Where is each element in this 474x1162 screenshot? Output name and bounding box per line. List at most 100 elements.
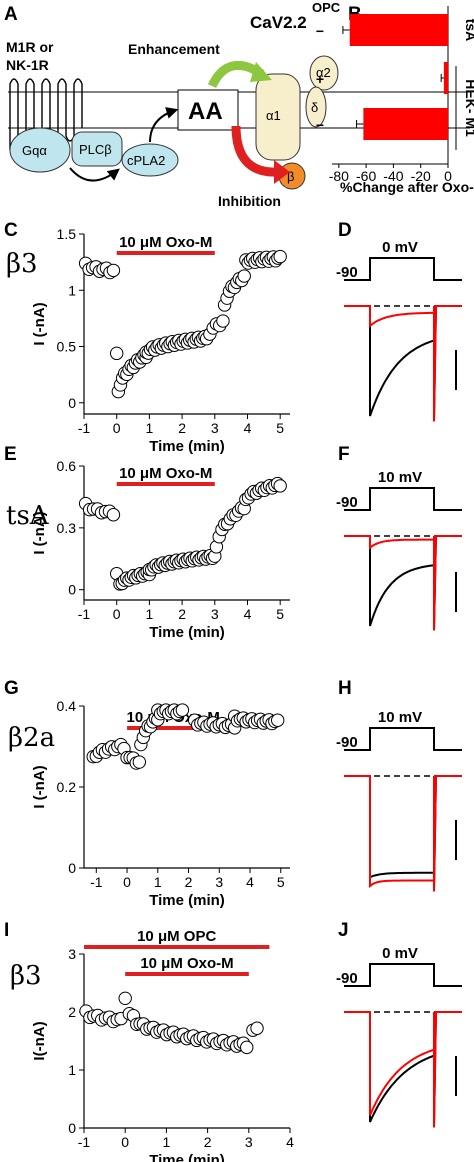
bar-row-label: − [316,23,324,39]
panel-letter-e: E [4,444,17,465]
gq-alpha-label: Gqα [22,143,47,158]
data-point [106,508,121,522]
x-axis-title: Time (min) [149,892,225,909]
panel-h-current-traces: H -90 10 mV [336,678,462,892]
bar [349,14,448,46]
x-tick-label: 4 [244,606,252,622]
x-tick-label: 2 [185,874,193,890]
panel-letter-d: D [338,220,352,241]
y-tick-label: 0 [68,1120,76,1136]
drug-label: 10 μM Oxo-M [140,955,233,972]
y-tick-label: 1 [68,1062,76,1078]
bar-x-tick-label: -80 [329,168,349,184]
y-tick-label: 1 [68,282,76,298]
control-current-trace [344,535,462,631]
x-tick-label: 2 [178,606,186,622]
panel-letter-i: I [4,920,9,941]
plc-beta-shape [71,131,123,167]
panel-letter-a: A [4,4,18,25]
y-tick-label: 2 [68,1004,76,1020]
panel-c-subunit-label: β3 [6,249,38,279]
arrow-cpla2-to-aa [149,107,179,143]
receptor-label-2: NK-1R [6,57,49,73]
step-potential-label: 0 mV [382,239,418,256]
x-tick-label: -1 [90,874,103,890]
voltage-protocol [344,257,462,281]
data-point [273,249,287,264]
inhibition-arrow [231,125,279,177]
bar-x-tick-label: -40 [383,168,403,184]
alpha2-subunit-shape [309,55,339,91]
y-tick-label: 0 [68,860,76,876]
alpha1-label: α1 [266,108,281,123]
enhancement-arrowhead [250,62,272,82]
control-current-trace [344,305,462,422]
y-axis-title: I (-nA) [31,765,48,808]
bar-row-label: + [316,71,324,87]
x-tick-label: 0 [123,874,131,890]
data-point [132,755,147,769]
cpla2-shape [121,143,179,177]
y-tick-label: 0 [68,395,76,411]
x-tick-label: 1 [163,1134,171,1150]
drug-label: 10 μM Oxo-M [119,465,212,482]
x-tick-label: 4 [246,874,254,890]
data-point [271,713,285,727]
bar-row-label: − [316,117,324,133]
y-tick-label: 0.4 [57,698,77,714]
x-tick-label: 5 [276,420,284,436]
drug-label: 10 μM Oxo-M [119,234,212,251]
alpha1-subunit-shape [255,73,301,161]
opc-header: OPC [312,0,341,15]
bar [443,62,448,94]
step-potential-label: 10 mV [378,709,422,726]
oxo-m-current-trace [344,1011,462,1128]
drug-label: 10 μM OPC [137,928,216,945]
bar [363,108,448,140]
alpha2-label: α2 [316,65,331,80]
y-axis-title: I (-nA) [31,511,48,554]
aa-label: AA [188,98,223,125]
bar-x-tick-label: -20 [411,168,431,184]
channel-title: CaV2.2 [250,13,307,32]
oxo-m-current-trace [344,535,462,631]
holding-potential-label: -90 [336,264,358,281]
x-axis-title: Time (min) [149,438,225,455]
delta-label: δ [311,100,318,115]
panel-letter-f: F [338,444,350,465]
data-point [216,314,230,328]
y-axis-title: I(-nA) [31,1021,48,1060]
data-point [237,269,251,283]
inhibition-arrowhead [274,160,290,184]
x-tick-label: 2 [204,1134,212,1150]
voltage-protocol [344,727,462,751]
x-tick-label: 3 [211,420,219,436]
y-tick-label: 0.2 [57,779,77,795]
panel-i-subunit-label: β3 [10,961,42,991]
panel-g-subunit-label: β2a [8,723,55,753]
x-tick-label: 1 [154,874,162,890]
holding-potential-label: -90 [336,970,358,987]
panel-letter-c: C [4,220,18,241]
bar-group-label-tsa: tsA [463,19,474,42]
holding-potential-label: -90 [336,734,358,751]
x-tick-label: 3 [211,606,219,622]
x-tick-label: 5 [276,606,284,622]
panel-letter-h: H [338,678,352,699]
x-tick-label: 1 [145,606,153,622]
bar-x-axis-title: %Change after Oxo-M [340,179,474,195]
step-potential-label: 10 mV [378,469,422,486]
delta-subunit-shape [305,86,327,128]
oxo-m-current-trace [344,305,462,422]
y-tick-label: 3 [68,946,76,962]
aa-box [177,89,239,131]
arrow-plc-to-cpla2 [69,167,120,182]
panel-b-bar-chart: B OPC %Change after Oxo-M -80-60-40-200−… [312,0,474,195]
x-tick-label: 3 [245,1134,253,1150]
x-tick-label: 0 [113,420,121,436]
x-tick-label: 0 [121,1134,129,1150]
cpla2-label: cPLA2 [127,153,165,168]
